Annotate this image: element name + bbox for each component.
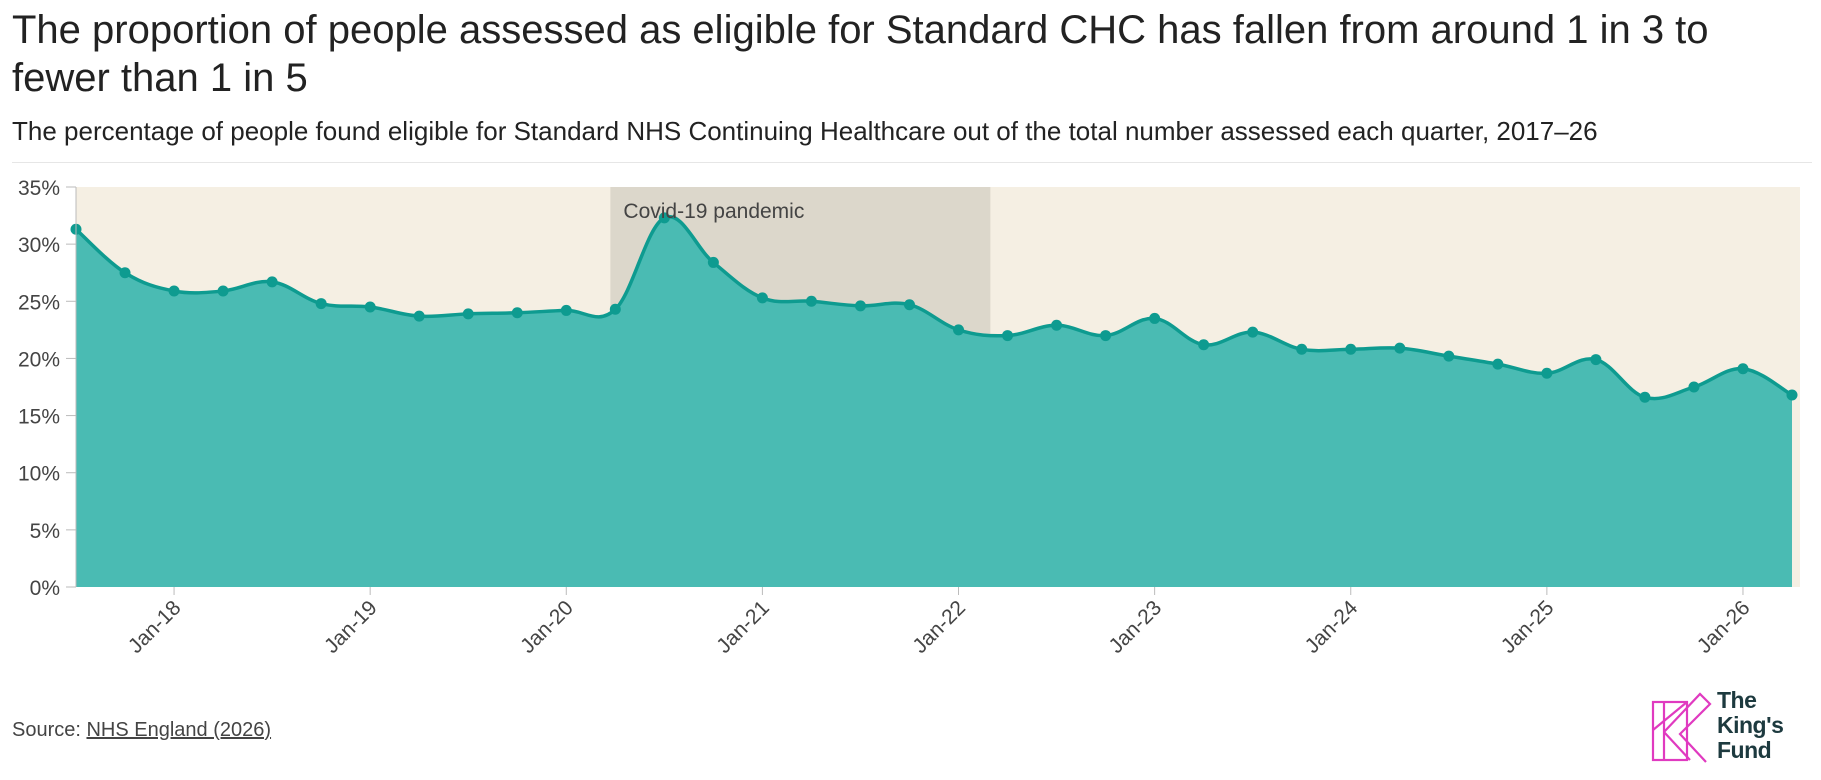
y-axis: 0% 5% 10% 15% 20% 25% 30% 35% (18, 177, 77, 600)
area-layer (76, 216, 1792, 587)
x-tick-label: Jan-23 (1104, 596, 1166, 658)
data-point-Apr-21 (805, 295, 817, 307)
data-point-Oct-23 (1296, 343, 1308, 355)
logo-text: The King's Fund (1717, 687, 1784, 763)
points-layer (70, 212, 1798, 403)
logo-mark-icon (1651, 692, 1712, 763)
data-point-Apr-26 (1786, 389, 1798, 401)
source-note: Source: NHS England (2026) (12, 719, 271, 742)
data-point-Apr-22 (1002, 330, 1014, 342)
chart-subtitle: The percentage of people found eligible … (12, 116, 1598, 146)
logo-line-1: The (1717, 687, 1757, 713)
data-point-Apr-25 (1590, 354, 1602, 366)
data-point-Jan-25 (1541, 367, 1553, 379)
x-tick-label: Jan-20 (516, 596, 578, 658)
y-tick-label: 0% (30, 577, 60, 600)
data-point-Apr-20 (609, 303, 621, 315)
data-point-Jan-26 (1737, 363, 1749, 375)
y-tick-label: 25% (18, 291, 60, 314)
data-point-Apr-23 (1198, 339, 1210, 351)
x-tick-label: Jan-26 (1693, 596, 1755, 658)
data-point-Jan-24 (1345, 343, 1357, 355)
area-fill (76, 216, 1792, 587)
x-tick-label: Jan-19 (320, 596, 382, 658)
data-point-Oct-22 (1100, 330, 1112, 342)
data-point-Jul-21 (854, 300, 866, 312)
y-tick-label: 35% (18, 177, 60, 200)
data-point-Jul-18 (266, 276, 278, 288)
x-tick-label: Jan-24 (1301, 596, 1363, 658)
y-tick-label: 10% (18, 463, 60, 486)
data-point-Jan-19 (364, 301, 376, 313)
data-point-Jan-22 (953, 324, 965, 336)
data-point-Oct-20 (707, 256, 719, 268)
x-tick-label: Jan-18 (124, 596, 186, 658)
logo-line-2: King's (1717, 712, 1784, 738)
chart-title: The proportion of people assessed as eli… (12, 8, 1709, 100)
data-point-Jul-25 (1639, 391, 1651, 403)
x-tick-label: Jan-25 (1497, 596, 1559, 658)
data-point-Jan-18 (168, 285, 180, 297)
data-point-Jul-24 (1443, 350, 1455, 362)
source-link[interactable]: NHS England (2026) (86, 719, 272, 741)
data-point-Jul-20 (658, 212, 670, 224)
data-point-Oct-17 (119, 267, 131, 279)
x-tick-label: Jan-22 (908, 596, 970, 658)
area-chart: 0% 5% 10% 15% 20% 25% 30% 35% Jan-18 Jan-19 Jan-2… (18, 177, 1800, 658)
data-point-Jan-20 (560, 304, 572, 316)
data-point-Apr-19 (413, 310, 425, 322)
data-point-Apr-18 (217, 285, 229, 297)
logo-line-3: Fund (1717, 737, 1772, 763)
data-point-Jan-23 (1149, 312, 1161, 324)
x-tick-label: Jan-21 (712, 596, 774, 658)
y-tick-label: 30% (18, 234, 60, 257)
data-point-Oct-18 (315, 298, 327, 310)
data-point-Apr-24 (1394, 342, 1406, 354)
data-point-Oct-24 (1492, 358, 1504, 370)
data-point-Jul-23 (1247, 326, 1259, 338)
data-point-Jul-22 (1051, 319, 1063, 331)
data-point-Jan-21 (756, 292, 768, 304)
header-divider (12, 162, 1812, 163)
data-point-Oct-19 (511, 307, 523, 319)
kings-fund-logo: The King's Fund (1650, 688, 1800, 768)
x-axis: Jan-18 Jan-19 Jan-20 Jan-21 Jan-22 Jan-23 Jan-… (124, 587, 1755, 658)
data-point-Jul-19 (462, 308, 474, 320)
data-point-Oct-21 (903, 299, 915, 311)
covid-annotation-label: Covid-19 pandemic (623, 200, 804, 223)
y-tick-label: 5% (30, 520, 60, 543)
data-point-Oct-25 (1688, 381, 1700, 393)
y-tick-label: 15% (18, 406, 60, 429)
annotation-layer: Covid-19 pandemic (623, 200, 804, 223)
y-tick-label: 20% (18, 348, 60, 371)
source-prefix: Source: (12, 719, 87, 741)
